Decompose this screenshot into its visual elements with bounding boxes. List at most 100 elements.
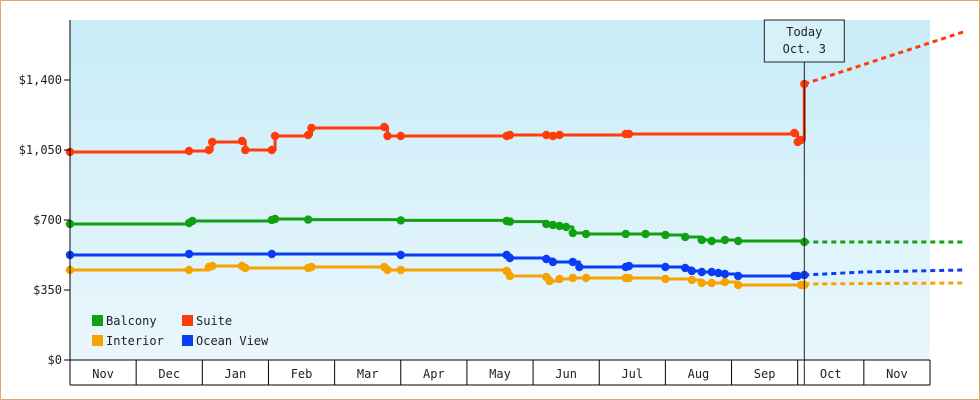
legend-swatch (182, 315, 193, 326)
x-tick-label: Jan (225, 367, 247, 381)
today-marker: Today Oct. 3 (763, 19, 845, 385)
series-layer (65, 30, 964, 290)
legend-swatch (182, 335, 193, 346)
data-point (581, 229, 591, 239)
x-tick-label: Nov (886, 367, 908, 381)
data-point (581, 273, 591, 283)
data-point (555, 274, 564, 284)
data-point (733, 271, 743, 281)
data-point (681, 232, 690, 242)
y-tick-label: $1,050 (19, 143, 62, 157)
data-point (184, 146, 194, 156)
data-point (505, 217, 515, 226)
data-point (307, 262, 316, 272)
data-point (661, 262, 670, 272)
y-tick-label: $700 (33, 213, 62, 227)
data-point (307, 123, 316, 133)
series-suite (65, 30, 964, 157)
legend-swatch (92, 315, 103, 326)
data-point (383, 131, 392, 141)
data-point (270, 131, 280, 141)
data-point (380, 122, 389, 132)
data-point (548, 220, 558, 230)
data-point (697, 267, 706, 277)
data-point (733, 236, 743, 246)
data-point (396, 216, 405, 225)
data-point (303, 215, 313, 224)
legend-label: Ocean View (196, 334, 269, 348)
today-label-line1: Today (786, 25, 822, 39)
data-point (720, 277, 730, 287)
data-point (714, 268, 723, 278)
x-tick-label: Oct (820, 367, 842, 381)
data-point (505, 130, 515, 140)
x-tick-label: Sep (754, 367, 776, 381)
series-forecast-line (804, 268, 964, 277)
data-point (241, 145, 250, 155)
data-point (548, 257, 558, 267)
data-point (624, 261, 634, 271)
data-point (396, 131, 405, 141)
data-point (548, 131, 558, 141)
data-point (796, 135, 806, 145)
x-tick-label: Jul (621, 367, 643, 381)
data-point (555, 221, 564, 231)
plot-background (70, 20, 930, 360)
x-tick-label: Mar (357, 367, 379, 381)
data-point (568, 228, 577, 238)
series-interior (65, 261, 964, 290)
data-point (790, 128, 799, 138)
series-balcony (65, 214, 964, 247)
x-tick-label: Nov (92, 367, 114, 381)
data-point (542, 254, 551, 264)
data-point (661, 230, 670, 240)
data-point (661, 274, 670, 284)
data-point (267, 145, 276, 155)
data-point (687, 275, 697, 285)
y-tick-label: $1,400 (19, 73, 62, 87)
data-point (707, 236, 716, 246)
legend-swatch (92, 335, 103, 346)
data-point (697, 278, 706, 288)
data-point (208, 137, 217, 147)
legend-item-ocean-view: Ocean View (182, 334, 269, 348)
legend-label: Interior (106, 334, 164, 348)
data-point (621, 229, 630, 239)
data-point (188, 216, 197, 226)
legend-item-suite: Suite (182, 314, 232, 328)
legend: Balcony Suite Interior Ocean View (92, 314, 269, 348)
data-point (733, 280, 743, 290)
series-ocean-view (65, 249, 964, 281)
data-point (204, 145, 214, 155)
data-point (687, 266, 697, 276)
data-point (184, 265, 194, 275)
data-point (303, 130, 313, 140)
data-point (542, 130, 551, 140)
x-tick-label: Dec (158, 367, 180, 381)
data-point (270, 214, 280, 224)
data-point (707, 267, 716, 277)
data-point (697, 235, 706, 245)
data-point (568, 273, 577, 283)
data-point (545, 276, 554, 286)
data-point (568, 257, 577, 267)
data-point (208, 261, 217, 271)
today-label-box (763, 19, 845, 63)
data-point (505, 271, 515, 281)
legend-label: Balcony (106, 314, 157, 328)
data-point (396, 250, 405, 260)
series-forecast-line (803, 30, 964, 86)
axes-layer: $0 $350 $700 $1,050 $1,400 Nov Dec Jan Feb Mar Apr… (19, 20, 931, 386)
data-point (624, 129, 634, 139)
y-tick-label: $350 (33, 283, 62, 297)
data-point (707, 278, 716, 288)
x-tick-label: May (489, 367, 511, 381)
data-point (184, 249, 194, 259)
x-tick-label: Feb (291, 367, 313, 381)
data-point (383, 265, 392, 275)
y-tick-label: $0 (48, 353, 62, 367)
data-point (561, 222, 571, 232)
x-tick-label: Jun (555, 367, 577, 381)
today-label-line2: Oct. 3 (783, 42, 826, 56)
